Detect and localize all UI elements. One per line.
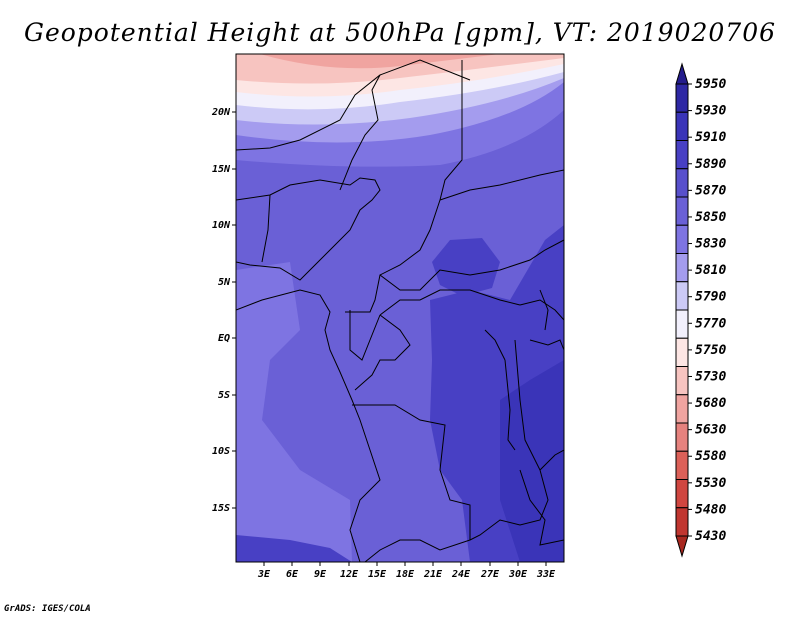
lon-label: 30E: [508, 569, 528, 580]
lat-label: 15N: [212, 164, 231, 175]
colorbar-swatch: [675, 83, 689, 113]
colorbar: 5950 5930 5910 5890 5870 5850 5830 5810 5790 5770…: [675, 62, 726, 558]
colorbar-label: 5790: [695, 290, 726, 305]
colorbar-swatch: [675, 111, 689, 141]
lon-label: 12E: [340, 569, 359, 580]
colorbar-swatch: [675, 394, 689, 424]
colorbar-swatch: [675, 253, 689, 283]
lon-label: 6E: [286, 569, 299, 580]
colorbar-label: 5680: [695, 396, 726, 411]
map-frame: [235, 53, 565, 563]
lon-label: 9E: [314, 569, 327, 580]
field-5910-east: [500, 360, 564, 562]
colorbar-label: 5870: [695, 183, 726, 198]
lat-label: 10N: [212, 220, 231, 231]
field-5890-center: [432, 238, 500, 296]
field-5890-sw: [236, 535, 352, 562]
colorbar-label: 5530: [695, 476, 726, 491]
colorbar-swatch: [675, 140, 689, 170]
colorbar-swatch: [675, 224, 689, 254]
lon-label: 27E: [480, 569, 500, 580]
colorbar-swatch: [675, 450, 689, 480]
lat-label: EQ: [218, 333, 230, 344]
lon-label: 33E: [536, 569, 556, 580]
country-borders: [236, 59, 564, 562]
lat-label: 20N: [211, 107, 231, 118]
colorbar-swatch: [675, 62, 689, 85]
colorbar-label: 5810: [695, 263, 726, 278]
colorbar-swatch: [675, 281, 689, 311]
lat-label: 15S: [212, 503, 230, 514]
lon-label: 15E: [368, 569, 387, 580]
colorbar-label: 5480: [695, 502, 726, 517]
colorbar-label: 5830: [695, 237, 726, 252]
contour-fill: [236, 54, 564, 562]
colorbar-label: 5930: [695, 104, 726, 119]
colorbar-label: 5950: [695, 77, 726, 92]
colorbar-swatch: [675, 422, 689, 452]
colorbar-label: 5630: [695, 423, 726, 438]
colorbar-swatch: [675, 366, 689, 396]
colorbar-label: 5850: [695, 210, 726, 225]
colorbar-swatch: [675, 337, 689, 367]
map-title: Geopotential Height at 500hPa [gpm], VT:…: [23, 18, 777, 47]
colorbar-label: 5910: [695, 130, 726, 145]
lat-label: 10S: [212, 446, 230, 457]
latitude-axis: [232, 111, 236, 509]
colorbar-label: 5770: [695, 316, 726, 331]
colorbar-swatch: [675, 309, 689, 339]
lon-label: 24E: [451, 569, 471, 580]
field-5850-west: [236, 262, 352, 562]
colorbar-swatch: [675, 507, 689, 537]
colorbar-swatch: [675, 479, 689, 509]
colorbar-label: 5750: [695, 343, 726, 358]
colorbar-swatch: [675, 196, 689, 226]
grads-credit: GrADS: IGES/COLA: [4, 604, 91, 614]
colorbar-swatch: [675, 535, 689, 558]
lat-label: 5S: [218, 390, 230, 401]
lat-label: 5N: [218, 277, 231, 288]
longitude-axis: [263, 562, 547, 566]
field-5730-north: [260, 54, 500, 69]
colorbar-label: 5730: [695, 369, 726, 384]
colorbar-label: 5890: [695, 157, 726, 172]
colorbar-swatch: [675, 168, 689, 198]
lon-label: 3E: [257, 569, 271, 580]
colorbar-label: 5430: [695, 529, 726, 544]
lon-label: 18E: [396, 569, 415, 580]
lon-label: 21E: [423, 569, 443, 580]
colorbar-label: 5580: [695, 449, 726, 464]
